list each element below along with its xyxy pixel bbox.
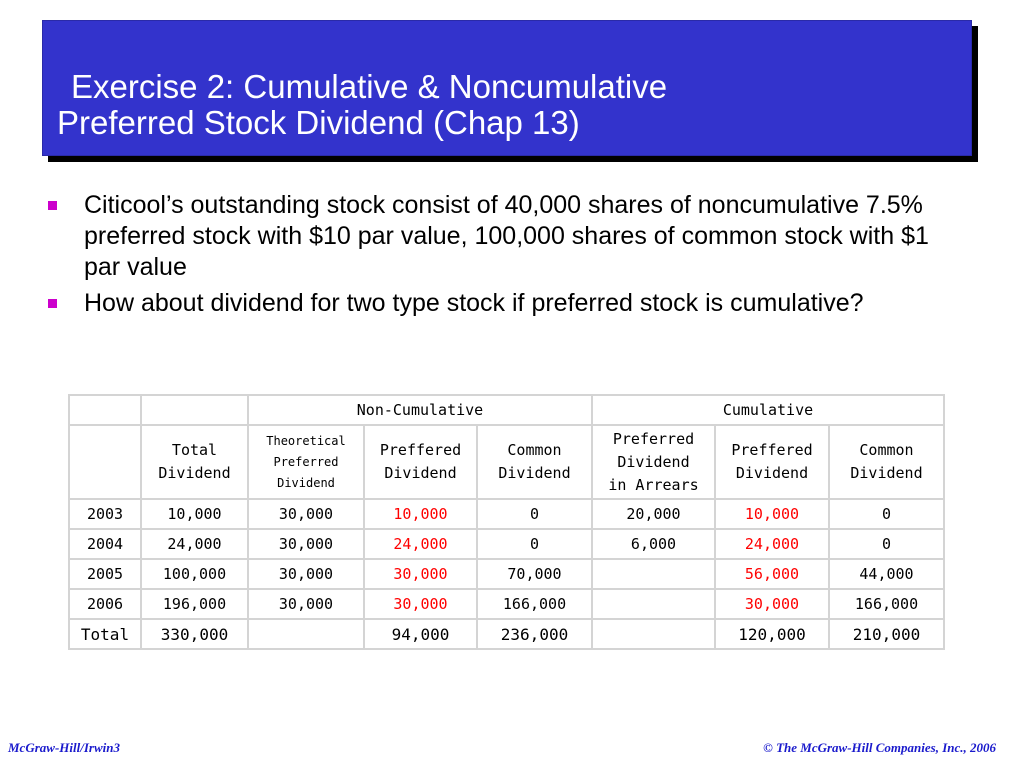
table-cell: 56,000: [714, 558, 830, 590]
column-header-row: Total Dividend Theoretical Preferred Div…: [68, 424, 945, 500]
header-line: Dividend: [735, 464, 809, 482]
table-cell: 196,000: [140, 588, 249, 620]
header-line: Preferred: [273, 454, 339, 469]
empty-cell: [140, 394, 249, 426]
table-cell: 10,000: [714, 498, 830, 530]
header-line: Total: [171, 441, 218, 459]
header-c-common-dividend: Common Dividend: [828, 424, 945, 500]
table-cell: 120,000: [714, 618, 830, 650]
table-row: 2006 196,000 30,000 30,000 166,000 30,00…: [68, 588, 945, 620]
slide-title-line-1: Exercise 2: Cumulative & Noncumulative: [71, 68, 668, 105]
header-c-preffered-dividend: Preffered Dividend: [714, 424, 830, 500]
header-line: in Arrears: [608, 475, 699, 494]
header-line: Preffered: [731, 441, 813, 459]
header-preferred-dividend-in-arrears: Preferred Dividend in Arrears: [591, 424, 716, 500]
table-cell: 30,000: [363, 558, 478, 590]
table-cell: 24,000: [714, 528, 830, 560]
bullet-text: How about dividend for two type stock if…: [84, 289, 864, 317]
square-bullet-icon: [48, 299, 57, 308]
bullet-item: Citicool’s outstanding stock consist of …: [44, 190, 944, 283]
table-cell: [591, 618, 716, 650]
table-cell: 30,000: [247, 588, 365, 620]
header-line: Dividend: [158, 464, 231, 482]
header-line: Dividend: [384, 464, 457, 482]
total-label: Total: [68, 618, 142, 650]
header-line: Dividend: [617, 452, 690, 471]
table-cell: 0: [476, 498, 593, 530]
table-cell: 330,000: [140, 618, 249, 650]
table-cell: 30,000: [363, 588, 478, 620]
dividend-table: Non-Cumulative Cumulative Total Dividend…: [68, 394, 945, 650]
table-cell: 166,000: [476, 588, 593, 620]
year-cell: 2006: [68, 588, 142, 620]
header-line: Common: [507, 441, 562, 459]
table-cell: 30,000: [247, 558, 365, 590]
total-row: Total 330,000 94,000 236,000 120,000 210…: [68, 618, 945, 650]
header-line: Dividend: [498, 464, 571, 482]
bullet-list: Citicool’s outstanding stock consist of …: [44, 190, 944, 324]
year-cell: 2004: [68, 528, 142, 560]
table-cell: 24,000: [363, 528, 478, 560]
table-cell: 0: [828, 528, 945, 560]
table-cell: 30,000: [714, 588, 830, 620]
table-cell: [591, 588, 716, 620]
table-cell: 10,000: [140, 498, 249, 530]
header-theoretical-preferred-dividend: Theoretical Preferred Dividend: [247, 424, 365, 500]
table-cell: 20,000: [591, 498, 716, 530]
header-line: Dividend: [277, 475, 335, 490]
table-cell: 100,000: [140, 558, 249, 590]
year-cell: 2005: [68, 558, 142, 590]
noncumulative-header: Non-Cumulative: [247, 394, 593, 426]
table-cell: 94,000: [363, 618, 478, 650]
slide-title-line-2: Preferred Stock Dividend (Chap 13): [57, 104, 580, 141]
header-total-dividend: Total Dividend: [140, 424, 249, 500]
header-line: Dividend: [850, 464, 923, 482]
table-cell: [591, 558, 716, 590]
table-cell: [247, 618, 365, 650]
table-cell: 44,000: [828, 558, 945, 590]
slide-title: Exercise 2: Cumulative & Noncumulative P…: [57, 69, 961, 141]
table-cell: 210,000: [828, 618, 945, 650]
header-line: Preferred: [612, 429, 695, 448]
footer-copyright: © The McGraw-Hill Companies, Inc., 2006: [763, 740, 996, 755]
header-line: Common: [859, 441, 914, 459]
cumulative-header: Cumulative: [591, 394, 945, 426]
table-cell: 166,000: [828, 588, 945, 620]
footer-publisher: McGraw-Hill/Irwin3: [8, 740, 120, 755]
table-cell: 30,000: [247, 528, 365, 560]
year-cell: 2003: [68, 498, 142, 530]
table-cell: 6,000: [591, 528, 716, 560]
table-row: 2005 100,000 30,000 30,000 70,000 56,000…: [68, 558, 945, 590]
table-cell: 30,000: [247, 498, 365, 530]
header-nc-preffered-dividend: Preffered Dividend: [363, 424, 478, 500]
table-cell: 24,000: [140, 528, 249, 560]
group-header-row: Non-Cumulative Cumulative: [68, 394, 945, 426]
title-box: Exercise 2: Cumulative & Noncumulative P…: [42, 20, 972, 156]
empty-cell: [68, 394, 142, 426]
bullet-item: How about dividend for two type stock if…: [44, 288, 944, 319]
header-line: Preffered: [379, 441, 462, 459]
table-cell: 70,000: [476, 558, 593, 590]
table-cell: 0: [476, 528, 593, 560]
table-cell: 236,000: [476, 618, 593, 650]
bullet-text: Citicool’s outstanding stock consist of …: [84, 191, 929, 281]
header-line: Theoretical: [266, 433, 346, 448]
table-row: 2003 10,000 30,000 10,000 0 20,000 10,00…: [68, 498, 945, 530]
header-nc-common-dividend: Common Dividend: [476, 424, 593, 500]
table-cell: 0: [828, 498, 945, 530]
table-row: 2004 24,000 30,000 24,000 0 6,000 24,000…: [68, 528, 945, 560]
empty-cell: [68, 424, 142, 500]
square-bullet-icon: [48, 201, 57, 210]
table-cell: 10,000: [363, 498, 478, 530]
